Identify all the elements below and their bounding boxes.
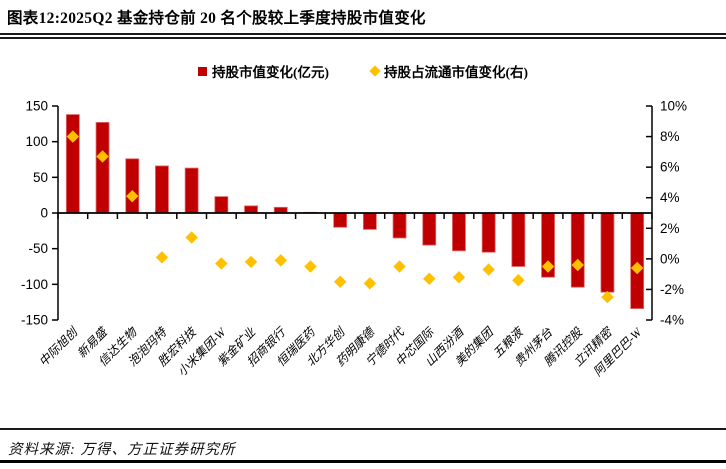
diamond-marker-恒瑞医药 xyxy=(304,260,317,273)
diamond-marker-美的集团 xyxy=(482,263,495,276)
legend-label-bar-series: 持股市值变化(亿元) xyxy=(212,65,329,80)
legend-label-scatter-series: 持股占流通市值变化(右) xyxy=(384,65,528,80)
diamond-marker-中芯国际 xyxy=(423,272,436,285)
legend-item-bar-series: 持股市值变化(亿元) xyxy=(198,61,329,81)
chart-title: 图表12:2025Q2 基金持仓前 20 名个股较上季度持股市值变化 xyxy=(7,10,426,27)
bar-泡泡玛特 xyxy=(155,165,169,214)
diamond-marker-立讯精密 xyxy=(601,290,614,304)
footer-divider xyxy=(0,428,726,430)
bar-药明康德 xyxy=(362,212,377,230)
bar-中际旭创 xyxy=(65,114,80,214)
title-divider xyxy=(0,33,726,39)
right-axis-tick-label: 4% xyxy=(660,190,680,205)
bar-立讯精密 xyxy=(600,212,615,293)
bar-胜宏科技 xyxy=(184,167,199,214)
bar-小米集团-W xyxy=(214,196,229,214)
bar-宁德时代 xyxy=(392,212,407,239)
diamond-marker-招商银行 xyxy=(274,254,287,267)
right-axis-tick-label: -2% xyxy=(660,282,684,297)
left-axis-tick-label: 100 xyxy=(25,134,48,149)
bar-北方华创 xyxy=(333,212,348,228)
right-axis-tick-label: 2% xyxy=(660,221,680,236)
bar-新易盛 xyxy=(95,122,110,214)
bar-中芯国际 xyxy=(422,212,437,246)
bar-山西汾酒 xyxy=(452,212,466,252)
diamond-marker-中际旭创 xyxy=(66,130,80,143)
left-axis-tick-label: 150 xyxy=(25,99,48,114)
diamond-marker-五粮液 xyxy=(512,274,525,287)
diamond-marker-宁德时代 xyxy=(393,260,406,273)
diamond-marker-紫金矿业 xyxy=(244,255,258,269)
diamond-marker-胜宏科技 xyxy=(185,231,198,244)
bar-阿里巴巴-W xyxy=(630,212,645,309)
legend-item-scatter-series: 持股占流通市值变化(右) xyxy=(369,61,528,81)
right-axis-tick-label: 8% xyxy=(660,129,680,144)
source-note: 资料来源: 万得、方正证券研究所 xyxy=(8,442,236,458)
bar-腾讯控股 xyxy=(570,212,585,288)
diamond-marker-贵州茅台 xyxy=(541,260,555,273)
right-axis-tick-label: -4% xyxy=(660,313,684,328)
right-axis-tick-label: 6% xyxy=(660,160,680,175)
diamond-marker-阿里巴巴-W xyxy=(630,261,644,275)
bottom-border xyxy=(0,460,726,463)
diamond-marker-信达生物 xyxy=(126,189,139,203)
diamond-marker-腾讯控股 xyxy=(571,258,584,272)
x-axis-label-中际旭创: 中际旭创 xyxy=(36,324,81,369)
diamond-marker-新易盛 xyxy=(96,150,109,163)
bar-series-swatch-icon xyxy=(198,66,207,76)
bar-美的集团 xyxy=(481,212,496,253)
left-axis-tick-label: -100 xyxy=(21,277,48,292)
left-axis-tick-label: -50 xyxy=(28,241,48,256)
diamond-marker-小米集团-W xyxy=(215,257,228,270)
bar-五粮液 xyxy=(511,212,526,267)
right-axis-tick-label: 0% xyxy=(660,251,680,266)
diamond-marker-药明康德 xyxy=(363,277,377,290)
bar-紫金矿业 xyxy=(244,205,258,214)
right-axis-tick-label: 10% xyxy=(660,99,687,114)
left-axis-tick-label: 50 xyxy=(33,170,48,185)
left-axis-tick-label: 0 xyxy=(40,206,48,221)
diamond-marker-泡泡玛特 xyxy=(155,251,169,264)
diamond-marker-北方华创 xyxy=(333,275,347,289)
diamond-marker-山西汾酒 xyxy=(452,270,466,284)
legend: 持股市值变化(亿元) 持股占流通市值变化(右) xyxy=(0,61,726,81)
bar-信达生物 xyxy=(125,158,140,214)
left-axis-tick-label: -150 xyxy=(21,313,48,328)
